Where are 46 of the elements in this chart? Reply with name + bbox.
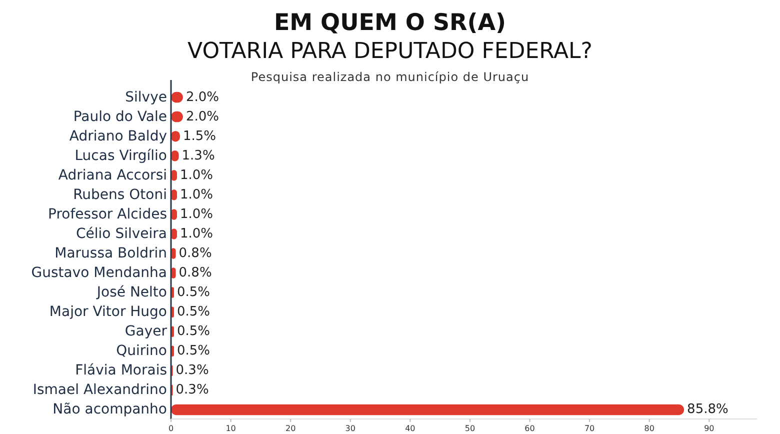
- chart-subtitle: Pesquisa realizada no município de Uruaçu: [250, 70, 530, 84]
- y-tick-label: Célio Silveira: [76, 226, 167, 242]
- x-tick-label: 30: [345, 424, 356, 433]
- x-tick-label: 80: [644, 424, 654, 433]
- y-tick-label: Adriano Baldy: [69, 128, 167, 144]
- y-tick-label: Marussa Boldrin: [54, 246, 167, 262]
- y-tick-label: Flávia Morais: [75, 362, 167, 379]
- data-label: 1.0%: [180, 168, 214, 183]
- data-label: 1.0%: [180, 187, 214, 202]
- data-label: 0.3%: [176, 363, 209, 378]
- y-tick-label: Paulo do Vale: [73, 108, 167, 125]
- y-tick-label: Quirino: [116, 343, 167, 360]
- data-label: 1.3%: [182, 148, 215, 164]
- data-label: 2.0%: [186, 90, 219, 105]
- data-label: 1.5%: [182, 128, 216, 144]
- data-label: 1.0%: [180, 226, 214, 242]
- data-label: 0.8%: [178, 266, 212, 281]
- data-label: 2.0%: [186, 109, 219, 124]
- data-label: 1.0%: [180, 206, 214, 222]
- y-tick-label: José Nelto: [96, 284, 167, 301]
- x-tick-label: 50: [464, 424, 476, 433]
- x-tick-label: 40: [405, 424, 416, 433]
- x-tick-label: 90: [704, 424, 714, 433]
- y-tick-label: Não acompanho: [52, 402, 167, 418]
- y-tick-label: Major Vitor Hugo: [49, 304, 167, 320]
- y-tick-label: Gustavo Mendanha: [31, 265, 167, 282]
- x-tick-label: 0: [168, 424, 174, 433]
- x-tick-label: 60: [524, 424, 535, 433]
- data-label: 0.8%: [178, 246, 212, 261]
- data-label: 0.5%: [176, 285, 210, 300]
- x-tick-label: 20: [286, 424, 296, 433]
- data-label: 0.5%: [176, 304, 210, 320]
- y-tick-label: Silvye: [125, 89, 167, 106]
- data-label: 85.8%: [687, 402, 728, 418]
- data-label: 0.5%: [176, 324, 210, 340]
- y-tick-label: Rubens Otoni: [73, 186, 167, 203]
- y-tick-label: Adriana Accorsi: [58, 167, 167, 184]
- y-tick-label: Gayer: [124, 324, 168, 340]
- y-tick-label: Professor Alcides: [48, 206, 167, 222]
- data-label: 0.5%: [176, 344, 210, 359]
- data-label: 0.3%: [176, 382, 209, 398]
- x-tick-label: 10: [226, 424, 236, 433]
- chart-title: EM QUEM O SR(A) VOTARIA PARA DEPUTADO FEDERAL?: [188, 10, 592, 64]
- y-tick-label: Ismael Alexandrino: [32, 382, 167, 398]
- y-tick-label: Lucas Virgílio: [74, 148, 167, 164]
- x-tick-label: 70: [584, 424, 595, 433]
